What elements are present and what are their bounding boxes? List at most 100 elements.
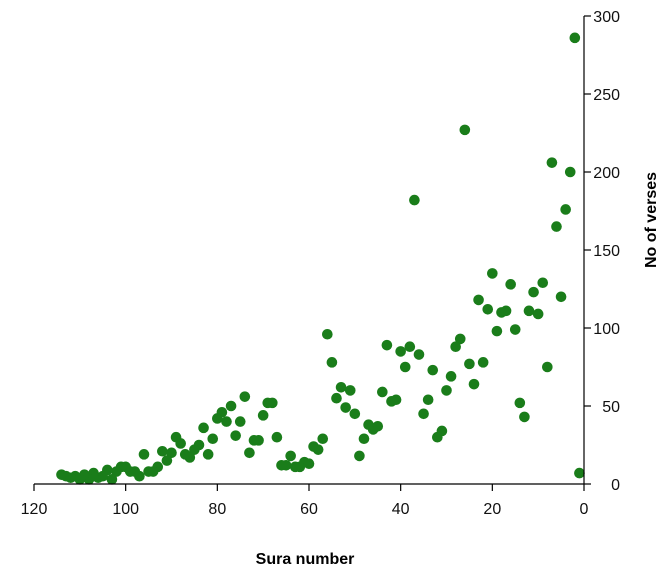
data-point <box>289 461 301 473</box>
data-point <box>450 341 461 353</box>
data-point <box>519 411 530 423</box>
data-point <box>257 410 269 421</box>
data-point <box>569 32 581 44</box>
data-point <box>404 341 416 353</box>
data-point <box>509 324 521 335</box>
data-point <box>225 400 237 412</box>
x-tick-label: 80 <box>208 501 226 518</box>
data-point <box>285 450 296 462</box>
y-axis-title: No of verses <box>643 172 659 268</box>
data-point <box>413 349 425 360</box>
data-point <box>505 279 516 290</box>
data-point <box>207 433 219 445</box>
data-point <box>189 444 200 455</box>
data-point <box>326 357 338 368</box>
data-point <box>427 364 439 376</box>
data-point <box>381 339 393 351</box>
data-point <box>551 221 562 232</box>
data-point <box>445 371 457 382</box>
data-point <box>234 416 246 427</box>
data-point <box>212 413 223 424</box>
data-point <box>143 466 154 477</box>
x-tick-label: 20 <box>483 501 501 518</box>
data-point <box>262 397 274 409</box>
data-point <box>138 449 150 460</box>
y-tick-label: 300 <box>593 9 620 26</box>
data-point <box>464 358 475 370</box>
data-point <box>555 291 567 303</box>
data-point <box>395 346 406 357</box>
data-point <box>574 467 585 479</box>
data-point <box>317 433 329 445</box>
x-axis-ticks: 120 100 80 60 40 20 0 <box>21 484 589 518</box>
data-point <box>468 378 480 390</box>
data-point <box>363 419 374 431</box>
data-point <box>166 447 177 459</box>
data-point <box>528 286 539 298</box>
data-point <box>271 431 283 443</box>
data-point <box>179 449 191 460</box>
data-point <box>496 307 507 318</box>
x-axis-title: Sura number <box>256 551 355 568</box>
data-point <box>331 392 342 404</box>
data-point <box>432 431 443 443</box>
x-tick-label: 100 <box>112 501 139 518</box>
data-point <box>340 402 351 413</box>
data-point <box>202 449 214 460</box>
data-point <box>157 445 168 457</box>
data-point <box>344 385 356 396</box>
data-point <box>454 333 466 345</box>
plot-points <box>56 32 585 485</box>
data-point <box>335 381 347 393</box>
data-point <box>477 357 489 368</box>
data-point <box>239 391 251 402</box>
data-point <box>56 469 67 480</box>
data-point <box>106 474 118 485</box>
data-point <box>564 166 576 178</box>
y-tick-label: 250 <box>593 87 620 104</box>
x-tick-label: 0 <box>580 501 589 518</box>
data-point <box>441 385 452 396</box>
data-point <box>161 455 173 466</box>
data-point <box>546 157 558 168</box>
data-point <box>386 396 397 407</box>
data-point <box>221 416 232 427</box>
x-tick-label: 60 <box>300 501 318 518</box>
data-point <box>482 303 494 315</box>
y-tick-label: 150 <box>593 243 620 260</box>
x-tick-label: 120 <box>21 501 48 518</box>
data-point <box>377 386 388 398</box>
y-tick-label: 50 <box>602 399 620 416</box>
data-point <box>532 308 544 320</box>
data-point <box>244 447 255 459</box>
data-point <box>349 408 361 420</box>
y-tick-label: 0 <box>611 477 620 494</box>
data-point <box>354 450 365 462</box>
data-point <box>111 466 122 477</box>
data-point <box>560 204 571 215</box>
data-point <box>248 435 260 446</box>
y-tick-label: 100 <box>593 321 620 338</box>
data-point <box>491 325 503 337</box>
data-point <box>308 441 319 452</box>
data-point <box>399 361 411 373</box>
data-point <box>537 277 549 289</box>
data-point <box>459 124 471 136</box>
data-point <box>409 194 420 206</box>
y-tick-label: 200 <box>593 165 620 182</box>
data-point <box>487 268 498 279</box>
data-point <box>170 431 182 443</box>
data-point <box>230 430 241 441</box>
x-tick-label: 40 <box>392 501 410 518</box>
data-point <box>358 433 370 445</box>
data-point <box>422 394 434 406</box>
data-point <box>276 459 287 471</box>
y-axis-ticks: 0 50 100 150 200 250 300 <box>584 9 620 494</box>
data-point <box>514 397 526 409</box>
data-point <box>473 294 484 306</box>
data-point <box>322 328 333 340</box>
data-point <box>542 361 553 373</box>
data-point <box>198 422 209 434</box>
data-point <box>418 408 429 420</box>
